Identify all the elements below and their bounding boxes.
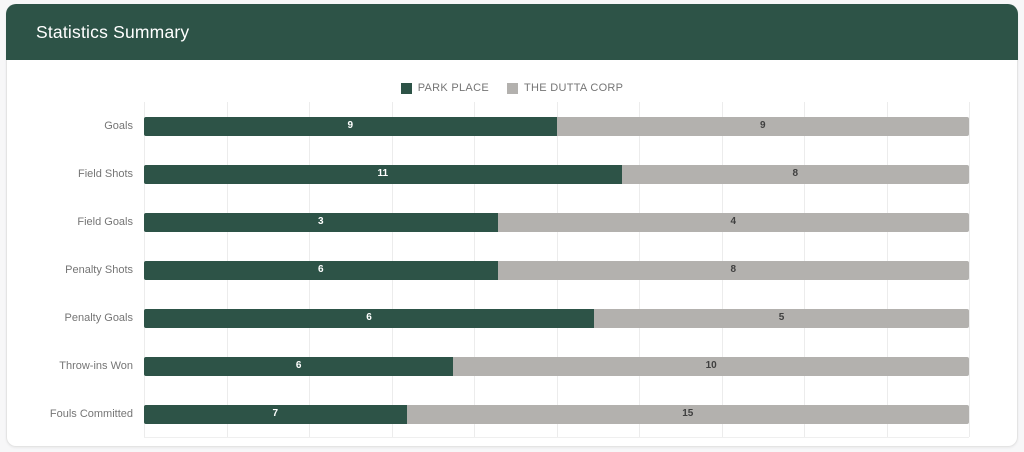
bar-segment-dutta-corp: 8 xyxy=(497,260,969,280)
stacked-bar-chart: Goals 9 9 Field Shots 11 8 Field Goals 3 4 Penalt… xyxy=(7,102,970,438)
bar-value-label: 6 xyxy=(295,360,302,371)
bar-segment-park-place: 7 xyxy=(144,404,407,424)
chart-row: Penalty Shots 6 8 xyxy=(7,246,969,294)
bar-segment-dutta-corp: 15 xyxy=(406,404,969,424)
bar-track: 7 15 xyxy=(144,404,969,424)
legend-label-park-place: PARK PLACE xyxy=(417,82,489,94)
bar-value-label: 5 xyxy=(778,312,785,323)
chart-row: Throw-ins Won 6 10 xyxy=(7,342,969,390)
chart-legend: PARK PLACE THE DUTTA CORP xyxy=(7,80,1017,96)
bar-segment-dutta-corp: 8 xyxy=(621,164,969,184)
bar-value-label: 15 xyxy=(682,408,694,419)
bar-segment-park-place: 11 xyxy=(144,164,622,184)
gridline xyxy=(969,102,970,437)
bar-track: 6 10 xyxy=(144,356,969,376)
bar-value-label: 6 xyxy=(366,312,372,323)
category-label: Goals xyxy=(104,120,133,132)
category-label: Throw-ins Won xyxy=(59,360,133,372)
bar-segment-park-place: 6 xyxy=(144,308,594,328)
card-body: PARK PLACE THE DUTTA CORP Goals 9 9 Field S… xyxy=(6,60,1018,447)
chart-row: Penalty Goals 6 5 xyxy=(7,294,969,342)
chart-row: Fouls Committed 7 15 xyxy=(7,390,969,438)
chart-row: Field Shots 11 8 xyxy=(7,150,969,198)
card-header: Statistics Summary xyxy=(6,4,1018,60)
bar-segment-dutta-corp: 9 xyxy=(556,116,969,136)
chart-rows: Goals 9 9 Field Shots 11 8 Field Goals 3 4 Penalt… xyxy=(7,102,969,438)
legend-item-dutta-corp: THE DUTTA CORP xyxy=(506,82,624,94)
bar-segment-park-place: 6 xyxy=(144,260,498,280)
legend-swatch-park-place-icon xyxy=(400,82,412,94)
bar-value-label: 3 xyxy=(318,216,324,227)
bar-value-label: 7 xyxy=(272,408,279,419)
page-title: Statistics Summary xyxy=(36,21,190,42)
bar-segment-dutta-corp: 10 xyxy=(453,356,969,376)
bar-segment-dutta-corp: 5 xyxy=(594,308,969,328)
bar-value-label: 8 xyxy=(792,168,799,179)
category-label: Field Goals xyxy=(77,216,133,228)
chart-row: Field Goals 3 4 xyxy=(7,198,969,246)
legend-label-dutta-corp: THE DUTTA CORP xyxy=(523,82,624,94)
bar-value-label: 10 xyxy=(705,360,717,371)
bar-value-label: 11 xyxy=(377,168,389,179)
chart-row: Goals 9 9 xyxy=(7,102,969,150)
category-label: Penalty Shots xyxy=(65,264,133,276)
legend-swatch-dutta-corp-icon xyxy=(506,82,518,94)
bar-segment-park-place: 9 xyxy=(144,116,557,136)
category-label: Fouls Committed xyxy=(49,408,133,420)
bar-value-label: 4 xyxy=(730,216,737,227)
statistics-summary-card: Statistics Summary PARK PLACE THE DUTTA … xyxy=(6,4,1018,447)
legend-item-park-place: PARK PLACE xyxy=(400,82,489,94)
bar-segment-park-place: 6 xyxy=(144,356,454,376)
bar-segment-dutta-corp: 4 xyxy=(497,212,969,232)
category-label: Penalty Goals xyxy=(64,312,133,324)
bar-value-label: 9 xyxy=(347,120,354,131)
bar-value-label: 6 xyxy=(318,264,324,275)
bar-value-label: 8 xyxy=(730,264,737,275)
bar-value-label: 9 xyxy=(759,120,766,131)
category-label: Field Shots xyxy=(77,168,133,180)
bar-track: 11 8 xyxy=(144,164,969,184)
bar-segment-park-place: 3 xyxy=(144,212,498,232)
